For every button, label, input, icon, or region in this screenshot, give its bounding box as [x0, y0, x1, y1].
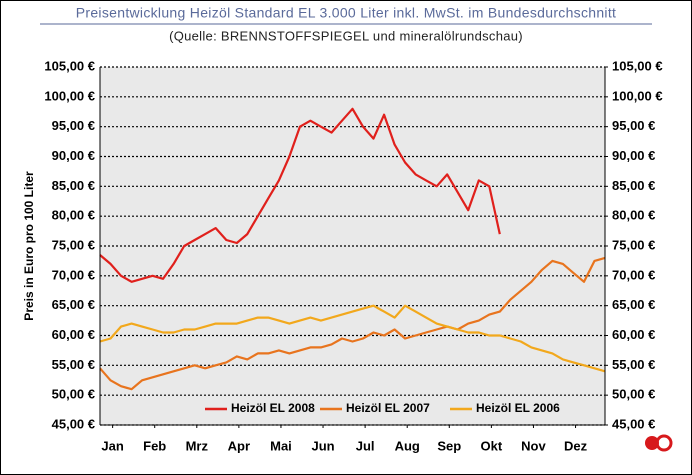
- y-tick-label: 85,00 €: [52, 178, 95, 193]
- y-axis-label: Preis in Euro pro 100 Liter: [22, 171, 36, 321]
- y-tick-label: 70,00 €: [52, 267, 95, 282]
- x-tick-label: Aug: [395, 438, 420, 453]
- y-tick-label: 80,00 €: [52, 208, 95, 223]
- y-tick-label: 50,00 €: [52, 387, 95, 402]
- x-tick-label: Nov: [521, 438, 546, 453]
- y-tick-label: 105,00 €: [44, 58, 95, 73]
- x-tick-label: Feb: [143, 438, 166, 453]
- y2-tick-label: 70,00 €: [612, 267, 655, 282]
- y-tick-label: 65,00 €: [52, 297, 95, 312]
- y2-tick-label: 90,00 €: [612, 148, 655, 163]
- y-tick-label: 90,00 €: [52, 148, 95, 163]
- y2-tick-label: 105,00 €: [612, 58, 663, 73]
- x-tick-label: Mrz: [186, 438, 209, 453]
- y2-tick-label: 55,00 €: [612, 357, 655, 372]
- chart-subtitle: (Quelle: BRENNSTOFFSPIEGEL und mineralöl…: [169, 28, 523, 43]
- logo-mark: [655, 434, 673, 452]
- x-tick-label: Jan: [101, 438, 123, 453]
- logo: [645, 434, 673, 452]
- data-line: [99, 304, 606, 373]
- x-tick-label: Okt: [481, 438, 503, 453]
- data-line: [99, 107, 501, 283]
- legend-label: Heizöl EL 2007: [346, 401, 430, 415]
- x-tick-label: Sep: [437, 438, 461, 453]
- y2-tick-label: 85,00 €: [612, 178, 655, 193]
- y2-tick-label: 95,00 €: [612, 118, 655, 133]
- chart-title: Preisentwicklung Heizöl Standard EL 3.00…: [76, 5, 616, 21]
- y2-tick-label: 80,00 €: [612, 208, 655, 223]
- x-tick-label: Apr: [228, 438, 250, 453]
- x-tick-label: Mai: [270, 438, 292, 453]
- y-tick-label: 100,00 €: [44, 88, 95, 103]
- y2-tick-label: 65,00 €: [612, 297, 655, 312]
- x-tick-label: Jun: [311, 438, 334, 453]
- y2-tick-label: 45,00 €: [612, 416, 655, 431]
- x-tick-label: Dez: [564, 438, 588, 453]
- logo-mark: [645, 436, 659, 450]
- legend-label: Heizöl EL 2006: [476, 401, 560, 415]
- y-tick-label: 60,00 €: [52, 327, 95, 342]
- y2-tick-label: 75,00 €: [612, 237, 655, 252]
- y-tick-label: 75,00 €: [52, 237, 95, 252]
- legend-label: Heizöl EL 2008: [231, 401, 315, 415]
- y-tick-label: 45,00 €: [52, 416, 95, 431]
- y2-tick-label: 100,00 €: [612, 88, 663, 103]
- y2-tick-label: 60,00 €: [612, 327, 655, 342]
- data-line: [99, 256, 606, 391]
- y-tick-label: 55,00 €: [52, 357, 95, 372]
- x-tick-label: Jul: [356, 438, 375, 453]
- y-tick-label: 95,00 €: [52, 118, 95, 133]
- y2-tick-label: 50,00 €: [612, 387, 655, 402]
